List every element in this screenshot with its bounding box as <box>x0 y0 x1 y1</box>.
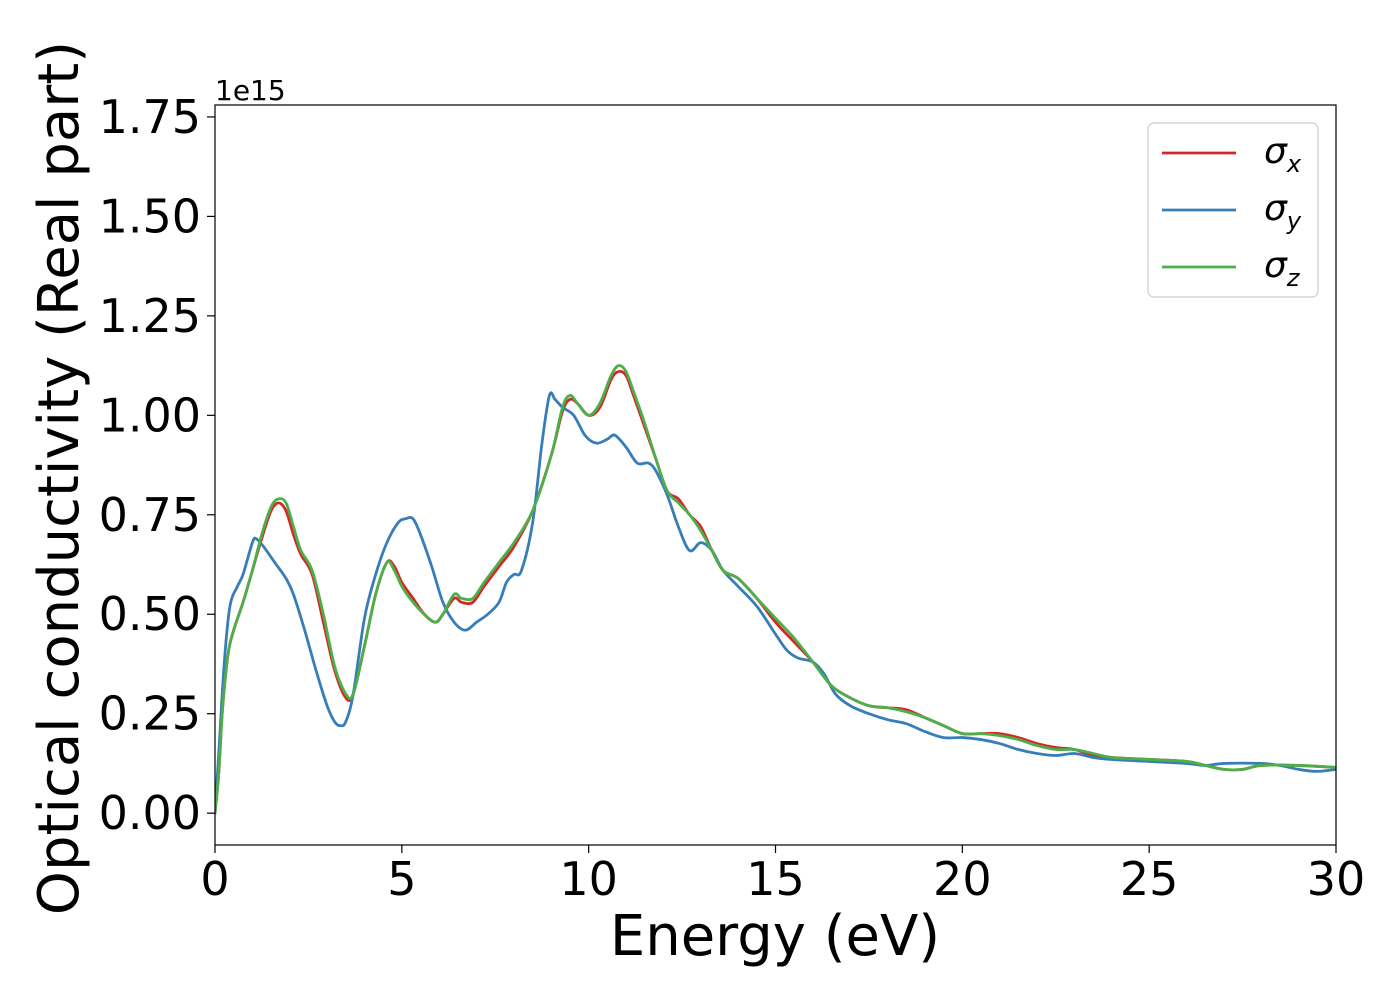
x-tick-label: 20 <box>933 852 992 906</box>
x-tick-label: 25 <box>1120 852 1179 906</box>
legend-symbol: σ <box>1264 188 1288 229</box>
legend-subscript: y <box>1286 207 1302 235</box>
series-line-sigma-x <box>215 369 1336 815</box>
x-tick-label: 5 <box>387 852 416 906</box>
x-tick-label: 15 <box>746 852 805 906</box>
y-tick-label: 1.75 <box>99 90 201 144</box>
legend-subscript: z <box>1286 264 1301 292</box>
legend-subscript: x <box>1286 150 1302 178</box>
y-tick-label: 1.25 <box>99 289 201 343</box>
legend-label-sigma-x: σx <box>1264 131 1302 178</box>
y-offset-text: 1e15 <box>215 74 286 107</box>
legend-symbol: σ <box>1264 131 1288 172</box>
series-line-sigma-z <box>215 364 1336 815</box>
x-tick-label: 0 <box>200 852 229 906</box>
x-tick-label: 30 <box>1307 852 1366 906</box>
y-axis-title: Optical conductivity (Real part) <box>27 41 92 915</box>
y-tick-label: 1.00 <box>99 388 201 442</box>
x-axis: 0 5 10 15 20 25 30 <box>200 845 1365 906</box>
x-tick-label: 10 <box>559 852 618 906</box>
x-axis-title: Energy (eV) <box>610 904 940 969</box>
series-line-sigma-y <box>215 391 1336 815</box>
y-tick-label: 1.50 <box>99 189 201 243</box>
legend-symbol: σ <box>1264 245 1288 286</box>
y-axis: 0.00 0.25 0.50 0.75 1.00 1.25 1.50 1.75 <box>99 90 215 840</box>
y-tick-label: 0.75 <box>99 488 201 542</box>
legend-label-sigma-z: σz <box>1264 245 1301 292</box>
y-tick-label: 0.00 <box>99 786 201 840</box>
series-layer <box>215 364 1336 815</box>
y-tick-label: 0.25 <box>99 687 201 741</box>
legend-label-sigma-y: σy <box>1264 188 1302 235</box>
y-tick-label: 0.50 <box>99 587 201 641</box>
